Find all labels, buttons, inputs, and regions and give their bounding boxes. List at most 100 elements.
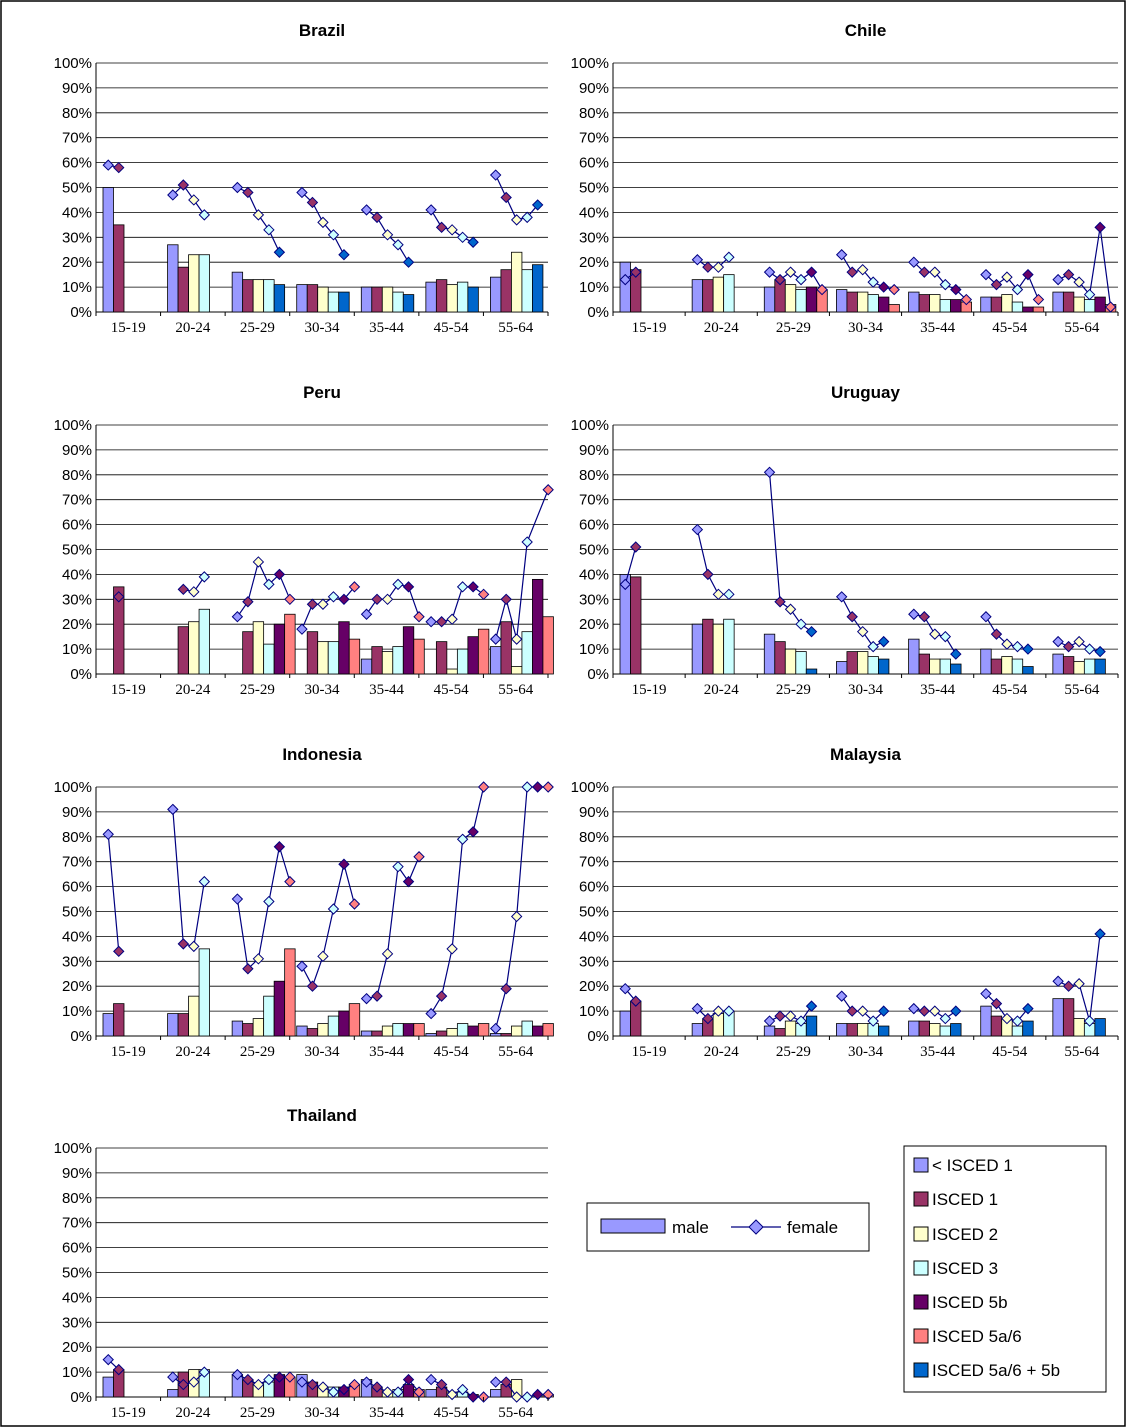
female-marker xyxy=(835,591,848,603)
female-marker xyxy=(990,997,1003,1010)
female-marker xyxy=(381,1386,394,1398)
female-marker xyxy=(521,781,533,793)
y-tick-label: 80% xyxy=(579,105,609,122)
female-marker xyxy=(360,608,373,620)
y-tick-label: 90% xyxy=(62,804,92,821)
male-bar xyxy=(467,636,479,675)
male-bar xyxy=(413,638,425,675)
male-bar xyxy=(371,646,383,675)
female-marker xyxy=(980,268,992,281)
level-legend-swatch xyxy=(913,1362,929,1378)
female-line xyxy=(172,184,205,216)
x-tick-label: 45-54 xyxy=(434,682,469,698)
female-line xyxy=(624,546,637,585)
y-tick-label: 80% xyxy=(579,467,609,484)
male-bar xyxy=(511,251,523,313)
y-tick-label: 70% xyxy=(62,1215,92,1232)
female-marker xyxy=(980,987,992,1000)
female-marker xyxy=(392,239,404,251)
male-bar xyxy=(360,658,373,675)
y-tick-label: 10% xyxy=(62,1364,92,1381)
male-bar xyxy=(456,1023,469,1037)
male-bar xyxy=(990,658,1003,675)
male-bar xyxy=(1001,656,1013,675)
male-bar xyxy=(402,1023,415,1037)
x-tick-label: 35-44 xyxy=(920,320,955,336)
x-tick-label: 30-34 xyxy=(305,320,340,336)
female-marker xyxy=(805,1000,818,1012)
female-marker xyxy=(231,893,244,905)
x-tick-label: 35-44 xyxy=(369,682,404,698)
male-bar xyxy=(511,666,523,675)
female-marker xyxy=(867,1015,879,1027)
female-marker xyxy=(1052,635,1064,648)
y-tick-label: 50% xyxy=(62,180,92,197)
female-marker xyxy=(856,1005,869,1017)
panel-malaysia: Malaysia 0% 10% 20% 30% 40% 50% 60% 70% 80% 90% 100… xyxy=(571,745,1119,1060)
female-marker xyxy=(510,633,523,645)
female-marker xyxy=(1083,1015,1096,1027)
male-bar xyxy=(867,294,879,313)
male-bar xyxy=(392,646,404,675)
y-tick-label: 50% xyxy=(579,542,609,559)
male-bar xyxy=(1052,998,1064,1037)
y-tick-label: 80% xyxy=(62,467,92,484)
male-bar xyxy=(446,668,458,675)
female-marker xyxy=(306,1378,319,1391)
female-marker xyxy=(630,995,642,1007)
male-bar xyxy=(102,1013,114,1037)
x-tick-label: 15-19 xyxy=(111,320,146,336)
y-tick-label: 80% xyxy=(62,105,92,122)
x-tick-label: 15-19 xyxy=(632,1044,667,1060)
female-marker xyxy=(702,261,714,273)
male-bar xyxy=(929,1023,941,1037)
male-bar xyxy=(784,284,797,313)
male-bar xyxy=(338,291,350,313)
level-legend-item: ISCED 3 xyxy=(913,1259,998,1278)
male-bar xyxy=(273,284,286,313)
female-marker xyxy=(413,851,425,863)
y-tick-label: 20% xyxy=(579,978,609,995)
male-bar xyxy=(846,1023,858,1037)
y-tick-label: 100% xyxy=(571,55,609,72)
female-marker xyxy=(446,943,458,955)
female-marker xyxy=(425,204,437,216)
male-bar xyxy=(113,1003,125,1037)
male-bar xyxy=(929,658,941,675)
level-legend-label: ISCED 5a/6 xyxy=(932,1327,1022,1346)
male-bar xyxy=(477,1023,490,1037)
x-tick-label: 25-29 xyxy=(240,682,275,698)
female-marker xyxy=(1062,640,1075,653)
female-marker xyxy=(950,1005,962,1017)
female-marker xyxy=(1094,221,1106,234)
female-marker xyxy=(1052,975,1064,987)
x-tick-label: 20-24 xyxy=(175,1405,210,1421)
y-tick-label: 50% xyxy=(579,904,609,921)
y-tick-label: 30% xyxy=(62,1314,92,1331)
female-marker xyxy=(630,266,642,278)
male-bar xyxy=(296,284,308,313)
y-tick-label: 90% xyxy=(579,80,609,97)
x-tick-label: 20-24 xyxy=(704,682,739,698)
female-marker xyxy=(242,963,254,975)
male-bar xyxy=(467,286,479,313)
female-marker xyxy=(446,613,458,625)
male-bar xyxy=(702,618,714,675)
male-bar xyxy=(306,631,319,675)
y-tick-label: 80% xyxy=(579,829,609,846)
female-marker xyxy=(392,578,404,591)
female-marker xyxy=(712,1005,725,1017)
female-marker xyxy=(723,588,735,601)
female-marker xyxy=(510,214,523,226)
y-tick-label: 40% xyxy=(62,204,92,221)
male-bar xyxy=(273,623,286,675)
male-bar xyxy=(1032,306,1045,313)
male-bar xyxy=(490,276,502,313)
male-bar xyxy=(490,1389,502,1398)
female-marker xyxy=(805,625,818,638)
female-marker xyxy=(338,593,350,606)
male-bar xyxy=(284,948,296,1037)
male-bar xyxy=(198,948,210,1037)
female-marker xyxy=(918,611,931,623)
x-tick-label: 25-29 xyxy=(776,1044,811,1060)
